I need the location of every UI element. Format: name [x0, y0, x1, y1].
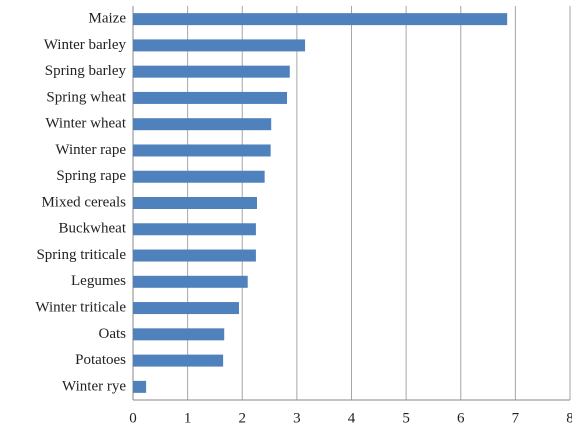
bar [133, 144, 271, 157]
y-tick-label: Winter rape [55, 142, 126, 158]
y-tick-label: Potatoes [75, 352, 126, 368]
x-tick-label: 3 [293, 410, 301, 426]
x-tick-label: 2 [239, 410, 247, 426]
bar [133, 65, 290, 78]
y-tick-label: Winter barley [44, 37, 127, 53]
x-tick-label: 0 [129, 410, 137, 426]
bar [133, 39, 306, 52]
x-tick-label: 7 [512, 410, 520, 426]
y-tick-label: Winter wheat [45, 116, 126, 132]
y-tick-label: Winter rye [62, 378, 126, 394]
bar [133, 249, 256, 262]
bar [133, 118, 272, 131]
y-tick-label: Spring triticale [36, 247, 126, 263]
bar [133, 223, 256, 236]
bar [133, 354, 224, 367]
y-tick-label: Legumes [71, 273, 126, 289]
x-tick-label: 4 [348, 410, 356, 426]
y-tick-label: Oats [99, 326, 127, 342]
bar [133, 328, 225, 341]
bar [133, 380, 147, 393]
y-tick-label: Mixed cereals [41, 194, 126, 210]
y-tick-label: Spring wheat [46, 89, 126, 105]
y-tick-label: Spring barley [45, 63, 127, 79]
x-tick-label: 5 [402, 410, 410, 426]
bar [133, 13, 508, 26]
bar [133, 91, 288, 104]
y-tick-label: Winter triticale [35, 300, 126, 316]
x-tick-label: 8 [566, 410, 572, 426]
y-tick-label: Buckwheat [59, 221, 127, 237]
x-tick-label: 6 [457, 410, 465, 426]
bar [133, 302, 239, 315]
y-tick-label: Spring rape [56, 168, 126, 184]
bar [133, 275, 248, 288]
x-tick-label: 1 [184, 410, 192, 426]
bar [133, 170, 265, 183]
y-tick-label: Maize [89, 11, 127, 27]
bar [133, 197, 257, 209]
